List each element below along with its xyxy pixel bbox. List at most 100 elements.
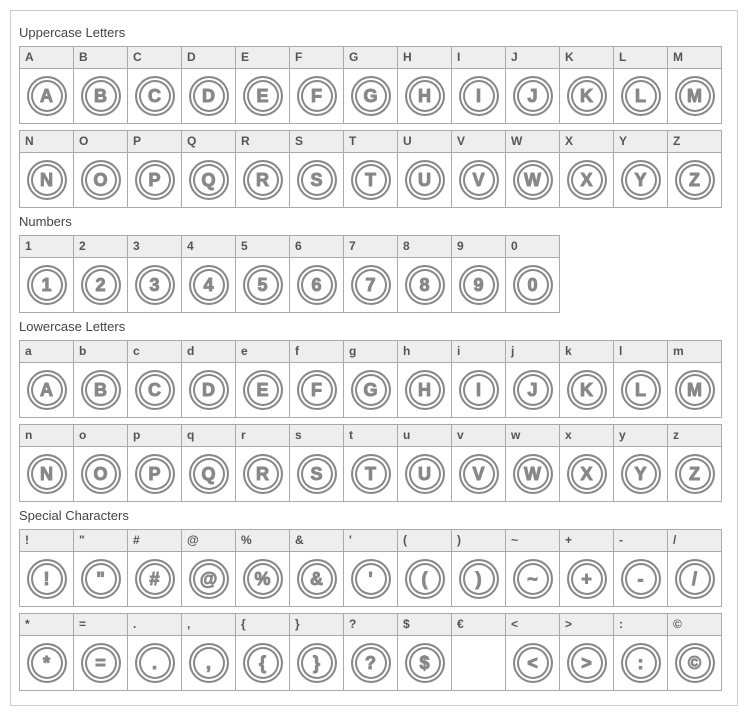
glyph-letter: I: [476, 380, 481, 401]
glyph-cell-header: C: [128, 47, 181, 69]
glyph-cell-header: k: [560, 341, 613, 363]
glyph-cell: ZZ: [667, 130, 722, 208]
glyph-letter: N: [40, 170, 53, 191]
glyph-cell: //: [667, 529, 722, 607]
glyph-letter: Q: [201, 170, 215, 191]
glyph-circle-icon: @: [189, 559, 229, 599]
glyph-cell-header: z: [668, 425, 721, 447]
glyph-cell-header: o: [74, 425, 127, 447]
glyph-cell-header: x: [560, 425, 613, 447]
glyph-circle-icon: T: [351, 454, 391, 494]
glyph-cell: ..: [127, 613, 182, 691]
glyph-cell: ++: [559, 529, 614, 607]
glyph-cell: !!: [19, 529, 74, 607]
glyph-cell-header: 6: [290, 236, 343, 258]
glyph-cell-preview: W: [506, 447, 559, 501]
glyph-letter: 0: [527, 275, 537, 296]
glyph-circle-icon: I: [459, 370, 499, 410]
glyph-circle-icon: J: [513, 370, 553, 410]
glyph-letter: +: [581, 569, 592, 590]
glyph-cell-header: l: [614, 341, 667, 363]
glyph-cell-preview: 5: [236, 258, 289, 312]
glyph-cell-preview: O: [74, 153, 127, 207]
glyph-circle-icon: ': [351, 559, 391, 599]
glyph-cell: "": [73, 529, 128, 607]
glyph-letter: .: [152, 653, 157, 674]
glyph-letter: X: [580, 464, 592, 485]
glyph-cell-preview: @: [182, 552, 235, 606]
glyph-cell: <<: [505, 613, 560, 691]
glyph-cell-preview: 2: [74, 258, 127, 312]
glyph-circle-icon: =: [81, 643, 121, 683]
glyph-cell-header: &: [290, 530, 343, 552]
glyph-cell-preview: K: [560, 363, 613, 417]
glyph-circle-icon: C: [135, 370, 175, 410]
glyph-circle-icon: G: [351, 76, 391, 116]
glyph-letter: G: [363, 86, 377, 107]
glyph-cell: oO: [73, 424, 128, 502]
glyph-cell: €: [451, 613, 506, 691]
glyph-cell: fF: [289, 340, 344, 418]
glyph-circle-icon: #: [135, 559, 175, 599]
glyph-cell: @@: [181, 529, 236, 607]
glyph-cell-preview: J: [506, 363, 559, 417]
glyph-cell: HH: [397, 46, 452, 124]
glyph-cell-preview: C: [128, 363, 181, 417]
glyph-cell-header: s: [290, 425, 343, 447]
section-title: Uppercase Letters: [19, 25, 729, 40]
glyph-cell-header: /: [668, 530, 721, 552]
glyph-letter: 9: [473, 275, 483, 296]
glyph-circle-icon: $: [405, 643, 445, 683]
glyph-cell: vV: [451, 424, 506, 502]
glyph-cell-header: L: [614, 47, 667, 69]
glyph-cell: NN: [19, 130, 74, 208]
glyph-cell-preview: 1: [20, 258, 73, 312]
glyph-circle-icon: 3: [135, 265, 175, 305]
glyph-cell-preview: $: [398, 636, 451, 690]
glyph-letter: Z: [689, 464, 700, 485]
glyph-cell-preview: 9: [452, 258, 505, 312]
glyph-circle-icon: }: [297, 643, 337, 683]
glyph-cell-header: =: [74, 614, 127, 636]
glyph-cell-header: D: [182, 47, 235, 69]
glyph-letter: 6: [311, 275, 321, 296]
glyph-cell-preview: I: [452, 69, 505, 123]
glyph-cell-preview: 8: [398, 258, 451, 312]
glyph-cell-header: N: [20, 131, 73, 153]
glyph-circle-icon: Q: [189, 454, 229, 494]
glyph-circle-icon: 1: [27, 265, 67, 305]
glyph-cell: EE: [235, 46, 290, 124]
glyph-letter: 8: [419, 275, 429, 296]
glyph-cell-header: r: [236, 425, 289, 447]
glyph-cell-preview: +: [560, 552, 613, 606]
glyph-circle-icon: R: [243, 160, 283, 200]
glyph-cell: QQ: [181, 130, 236, 208]
glyph-cell-header: .: [128, 614, 181, 636]
glyph-circle-icon: X: [567, 160, 607, 200]
glyph-cell: ::: [613, 613, 668, 691]
glyph-cell-header: }: [290, 614, 343, 636]
glyph-circle-icon: {: [243, 643, 283, 683]
glyph-cell-preview: W: [506, 153, 559, 207]
glyph-circle-icon: 9: [459, 265, 499, 305]
glyph-cell-header: €: [452, 614, 505, 636]
glyph-cell: WW: [505, 130, 560, 208]
glyph-cell-preview: ©: [668, 636, 721, 690]
glyph-circle-icon: V: [459, 454, 499, 494]
glyph-circle-icon: A: [27, 76, 67, 116]
glyph-cell-preview: X: [560, 153, 613, 207]
glyph-cell-preview: H: [398, 69, 451, 123]
glyph-cell-header: $: [398, 614, 451, 636]
glyph-cell-preview: <: [506, 636, 559, 690]
glyph-circle-icon: ": [81, 559, 121, 599]
glyph-letter: W: [524, 464, 541, 485]
glyph-cell: $$: [397, 613, 452, 691]
glyph-cell-preview: (: [398, 552, 451, 606]
glyph-circle-icon: M: [675, 76, 715, 116]
glyph-letter: <: [527, 653, 538, 674]
glyph-cell-preview: T: [344, 447, 397, 501]
glyph-cell-preview: ?: [344, 636, 397, 690]
glyph-circle-icon: U: [405, 160, 445, 200]
glyph-letter: =: [95, 653, 106, 674]
glyph-letter: 7: [365, 275, 375, 296]
